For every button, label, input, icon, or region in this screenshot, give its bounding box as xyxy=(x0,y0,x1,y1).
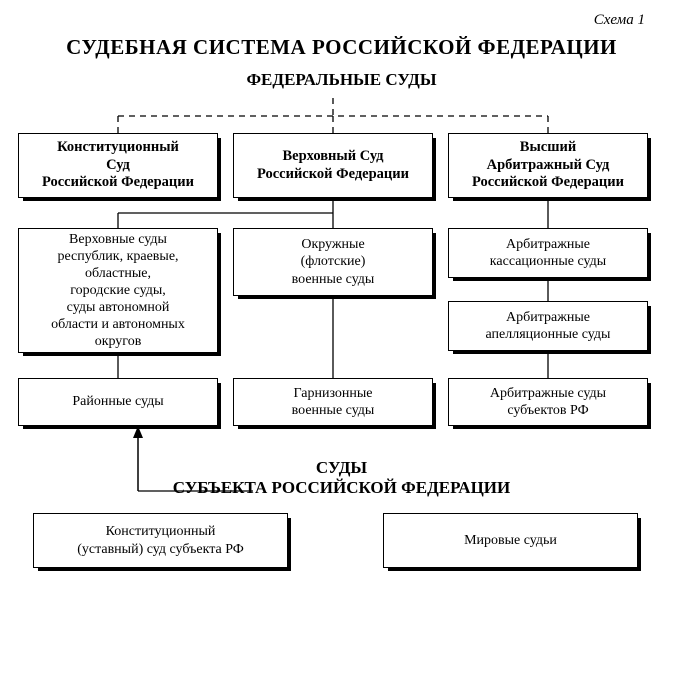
text: Верховный Суд Российской Федерации xyxy=(257,148,409,183)
diagram-canvas: Конституционный Суд Российской Федерации… xyxy=(18,98,665,678)
text: Арбитражные суды субъектов РФ xyxy=(490,385,606,419)
box-arbitration-appeal: Арбитражные апелляционные суды xyxy=(448,301,648,351)
federal-courts-title: ФЕДЕРАЛЬНЫЕ СУДЫ xyxy=(18,70,665,90)
box-district-military-courts: Окружные (флотские) военные суды xyxy=(233,228,433,296)
line1: СУДЫ xyxy=(18,458,665,478)
box-high-arbitration-court: Высший Арбитражный Суд Российской Федера… xyxy=(448,133,648,198)
text: Конституционный (уставный) суд субъекта … xyxy=(77,523,244,557)
box-constitutional-court: Конституционный Суд Российской Федерации xyxy=(18,133,218,198)
box-arbitration-cassation: Арбитражные кассационные суды xyxy=(448,228,648,278)
text: Арбитражные апелляционные суды xyxy=(486,309,611,343)
text: Верховные суды республик, краевые, облас… xyxy=(51,231,185,351)
main-title: СУДЕБНАЯ СИСТЕМА РОССИЙСКОЙ ФЕДЕРАЦИИ xyxy=(18,35,665,60)
box-republic-courts: Верховные суды республик, краевые, облас… xyxy=(18,228,218,353)
box-supreme-court: Верховный Суд Российской Федерации xyxy=(233,133,433,198)
text: Высший Арбитражный Суд Российской Федера… xyxy=(472,139,624,192)
text: Окружные (флотские) военные суды xyxy=(292,236,375,287)
box-raion-courts: Районные суды xyxy=(18,378,218,426)
box-garrison-courts: Гарнизонные военные суды xyxy=(233,378,433,426)
box-constitutional-subject-court: Конституционный (уставный) суд субъекта … xyxy=(33,513,288,568)
box-mirovye-judges: Мировые судьи xyxy=(383,513,638,568)
text: Арбитражные кассационные суды xyxy=(490,236,606,270)
line2: СУБЪЕКТА РОССИЙСКОЙ ФЕДЕРАЦИИ xyxy=(18,478,665,498)
text: Районные суды xyxy=(72,393,163,410)
text: Мировые судьи xyxy=(464,532,557,549)
text: Конституционный Суд Российской Федерации xyxy=(42,139,194,192)
box-arbitration-subjects: Арбитражные суды субъектов РФ xyxy=(448,378,648,426)
subjects-courts-title: СУДЫ СУБЪЕКТА РОССИЙСКОЙ ФЕДЕРАЦИИ xyxy=(18,458,665,498)
text: Гарнизонные военные суды xyxy=(292,385,375,419)
scheme-label: Схема 1 xyxy=(18,12,665,29)
